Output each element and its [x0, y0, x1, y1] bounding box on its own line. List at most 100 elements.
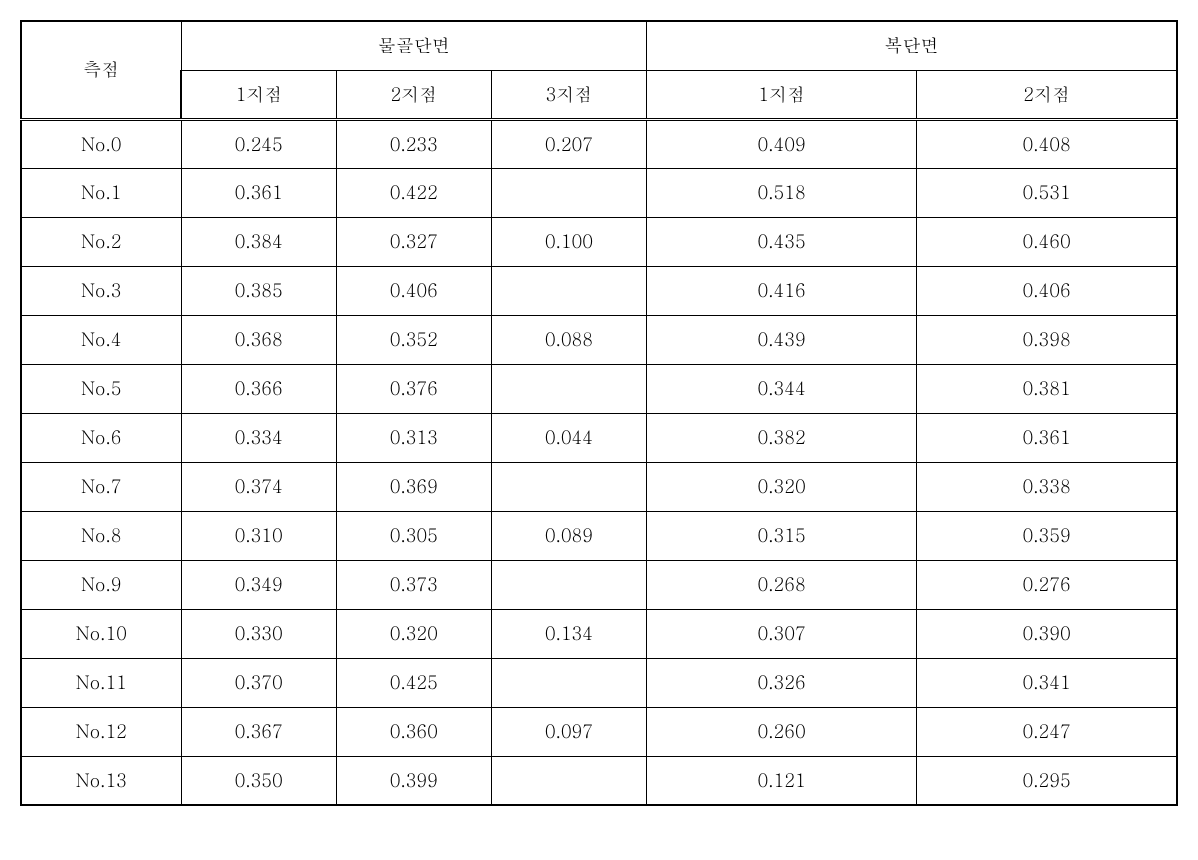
table-body: No.0 0.245 0.233 0.207 0.409 0.408 No.1 … [21, 119, 1177, 805]
cell-b1: 0.268 [647, 560, 917, 609]
cell-b1: 0.320 [647, 462, 917, 511]
cell-a1: 0.310 [181, 511, 336, 560]
table-row: No.9 0.349 0.373 0.268 0.276 [21, 560, 1177, 609]
header-row-sub: 1지점 2지점 3지점 1지점 2지점 [21, 70, 1177, 119]
row-label: No.2 [21, 217, 181, 266]
cell-b2: 0.398 [917, 315, 1177, 364]
row-label: No.10 [21, 609, 181, 658]
table-row: No.11 0.370 0.425 0.326 0.341 [21, 658, 1177, 707]
cell-a3: 0.134 [491, 609, 646, 658]
cell-b2: 0.359 [917, 511, 1177, 560]
cell-b1: 0.518 [647, 168, 917, 217]
cell-b1: 0.121 [647, 756, 917, 805]
table-row: No.1 0.361 0.422 0.518 0.531 [21, 168, 1177, 217]
table-row: No.3 0.385 0.406 0.416 0.406 [21, 266, 1177, 315]
cell-a2: 0.422 [336, 168, 491, 217]
cell-a1: 0.384 [181, 217, 336, 266]
cell-a1: 0.367 [181, 707, 336, 756]
header-a-1: 1지점 [181, 70, 336, 119]
cell-a3 [491, 560, 646, 609]
row-label: No.11 [21, 658, 181, 707]
row-label: No.3 [21, 266, 181, 315]
cell-b2: 0.408 [917, 119, 1177, 168]
cell-a2: 0.369 [336, 462, 491, 511]
cell-b2: 0.295 [917, 756, 1177, 805]
table-row: No.5 0.366 0.376 0.344 0.381 [21, 364, 1177, 413]
cell-a3: 0.089 [491, 511, 646, 560]
cell-a2: 0.327 [336, 217, 491, 266]
cell-b1: 0.435 [647, 217, 917, 266]
cell-b1: 0.344 [647, 364, 917, 413]
cell-a3 [491, 364, 646, 413]
table-row: No.13 0.350 0.399 0.121 0.295 [21, 756, 1177, 805]
cell-a1: 0.366 [181, 364, 336, 413]
table-row: No.6 0.334 0.313 0.044 0.382 0.361 [21, 413, 1177, 462]
cell-a2: 0.360 [336, 707, 491, 756]
table-row: No.7 0.374 0.369 0.320 0.338 [21, 462, 1177, 511]
cell-b2: 0.341 [917, 658, 1177, 707]
header-b-2: 2지점 [917, 70, 1177, 119]
cell-a3: 0.100 [491, 217, 646, 266]
cell-a3 [491, 658, 646, 707]
row-label: No.7 [21, 462, 181, 511]
header-a-2: 2지점 [336, 70, 491, 119]
row-label: No.1 [21, 168, 181, 217]
cell-a1: 0.370 [181, 658, 336, 707]
cell-b2: 0.460 [917, 217, 1177, 266]
cell-b1: 0.315 [647, 511, 917, 560]
table-row: No.8 0.310 0.305 0.089 0.315 0.359 [21, 511, 1177, 560]
row-label: No.13 [21, 756, 181, 805]
cell-b2: 0.406 [917, 266, 1177, 315]
cell-b2: 0.361 [917, 413, 1177, 462]
cell-b2: 0.390 [917, 609, 1177, 658]
cell-a2: 0.425 [336, 658, 491, 707]
cell-b1: 0.439 [647, 315, 917, 364]
table-row: No.4 0.368 0.352 0.088 0.439 0.398 [21, 315, 1177, 364]
cell-b1: 0.307 [647, 609, 917, 658]
cell-a2: 0.320 [336, 609, 491, 658]
row-label: No.8 [21, 511, 181, 560]
cell-a2: 0.399 [336, 756, 491, 805]
cell-a3: 0.088 [491, 315, 646, 364]
cell-a1: 0.334 [181, 413, 336, 462]
cell-a3: 0.207 [491, 119, 646, 168]
cell-a2: 0.376 [336, 364, 491, 413]
row-label: No.5 [21, 364, 181, 413]
header-group-b: 복단면 [647, 21, 1178, 70]
row-label: No.9 [21, 560, 181, 609]
header-b-1: 1지점 [647, 70, 917, 119]
cell-a2: 0.233 [336, 119, 491, 168]
cell-a2: 0.305 [336, 511, 491, 560]
table-row: No.2 0.384 0.327 0.100 0.435 0.460 [21, 217, 1177, 266]
cell-b2: 0.338 [917, 462, 1177, 511]
cell-b2: 0.247 [917, 707, 1177, 756]
cell-b1: 0.260 [647, 707, 917, 756]
cell-a3 [491, 168, 646, 217]
cell-a1: 0.349 [181, 560, 336, 609]
data-table: 측점 물골단면 복단면 1지점 2지점 3지점 1지점 2지점 No.0 0.2… [20, 20, 1178, 806]
cell-a1: 0.245 [181, 119, 336, 168]
cell-b2: 0.276 [917, 560, 1177, 609]
cell-a3 [491, 756, 646, 805]
header-row-groups: 측점 물골단면 복단면 [21, 21, 1177, 70]
row-label: No.4 [21, 315, 181, 364]
cell-a3 [491, 266, 646, 315]
cell-b2: 0.381 [917, 364, 1177, 413]
cell-a3: 0.044 [491, 413, 646, 462]
cell-a1: 0.368 [181, 315, 336, 364]
cell-a2: 0.373 [336, 560, 491, 609]
cell-a2: 0.313 [336, 413, 491, 462]
header-row-label: 측점 [21, 21, 181, 119]
header-group-a: 물골단면 [181, 21, 646, 70]
cell-b2: 0.531 [917, 168, 1177, 217]
cell-a1: 0.350 [181, 756, 336, 805]
table-header: 측점 물골단면 복단면 1지점 2지점 3지점 1지점 2지점 [21, 21, 1177, 119]
row-label: No.0 [21, 119, 181, 168]
table-row: No.0 0.245 0.233 0.207 0.409 0.408 [21, 119, 1177, 168]
table-row: No.10 0.330 0.320 0.134 0.307 0.390 [21, 609, 1177, 658]
row-label: No.12 [21, 707, 181, 756]
cell-a2: 0.406 [336, 266, 491, 315]
cell-b1: 0.409 [647, 119, 917, 168]
header-a-3: 3지점 [491, 70, 646, 119]
cell-a1: 0.385 [181, 266, 336, 315]
